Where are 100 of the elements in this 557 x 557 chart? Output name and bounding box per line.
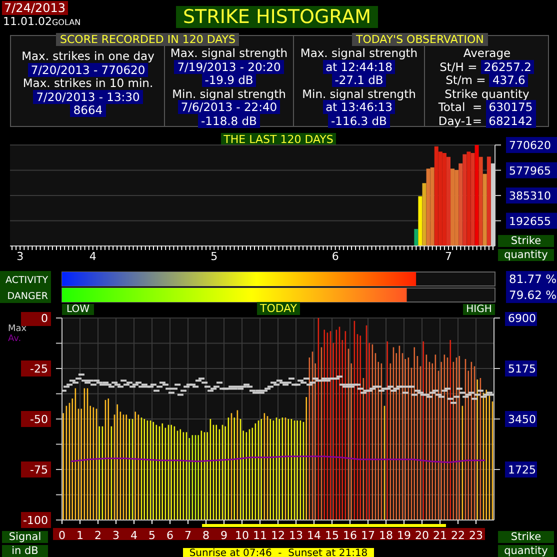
x-tick-label: 6 xyxy=(332,250,339,263)
y-tick-label: -100 xyxy=(23,514,48,527)
y2-tick-label: 1725 xyxy=(508,464,536,476)
y-tick-label: ACTIVITY xyxy=(6,275,48,286)
y2-tick-label: 3450 xyxy=(508,413,536,426)
y-axis-title: Signal in dB xyxy=(8,531,42,557)
annotation: LOW xyxy=(62,304,94,315)
y2-tick-label: 6900 xyxy=(508,312,536,325)
x-tick-label: 8 xyxy=(202,529,210,542)
x-tick-label: 11 xyxy=(253,529,267,542)
text: Max. strikes in one day xyxy=(20,49,156,64)
x-tick-label: 12 xyxy=(271,529,285,542)
text: Strike quantity xyxy=(444,86,530,101)
text: -118.8 dB xyxy=(198,114,260,128)
x-tick-label: 3 xyxy=(16,250,24,263)
x-tick-label: 17 xyxy=(361,529,375,542)
text: STRIKE HISTOGRAM xyxy=(176,6,378,28)
bar xyxy=(466,152,471,246)
text: Max xyxy=(8,324,27,334)
text: 682142 xyxy=(486,114,536,128)
text: Average xyxy=(462,46,512,60)
y2-axis-title: Strike quantity xyxy=(503,235,549,261)
x-tick-label: 1 xyxy=(76,529,84,542)
y2-tick-label: 385310 xyxy=(509,190,551,202)
x-tick-label: 16 xyxy=(343,529,357,542)
y2-tick-label: 192655 xyxy=(509,214,551,228)
bar xyxy=(482,174,487,246)
bar xyxy=(426,168,430,246)
text: Av. xyxy=(8,334,22,344)
x-tick-label: 2 xyxy=(94,529,102,542)
x-tick-label: 7 xyxy=(445,250,452,263)
text: -116.3 dB xyxy=(328,114,390,128)
data-label: 79.62 % xyxy=(509,288,557,302)
text: at 13:46:13 xyxy=(322,100,396,114)
y2-axis-title: Strike quantity xyxy=(503,531,549,557)
text: St/m = xyxy=(446,73,486,87)
x-tick-label: 14 xyxy=(307,529,321,542)
bar xyxy=(478,156,483,246)
text: 7/6/2013 - 22:40 xyxy=(178,100,280,114)
bar xyxy=(458,163,463,246)
bar xyxy=(422,183,426,246)
x-tick-label: 9 xyxy=(220,529,228,542)
bar xyxy=(414,228,418,246)
x-tick-label: 15 xyxy=(325,529,339,542)
y-tick-label: -75 xyxy=(30,464,48,476)
data-label: 81.77 % xyxy=(509,272,557,286)
bar xyxy=(418,196,422,246)
chart-title: TODAY xyxy=(256,302,300,315)
x-tick-label: 6 xyxy=(166,529,174,542)
y2-tick-label: 770620 xyxy=(509,139,551,152)
y-tick-label: DANGER xyxy=(7,291,48,302)
x-tick-label: 3 xyxy=(112,529,120,542)
x-tick-label: 13 xyxy=(289,529,303,542)
text: 7/24/2013 xyxy=(2,1,68,15)
x-tick-label: 19 xyxy=(397,529,411,542)
text: 437.6 xyxy=(489,73,528,87)
x-tick-label: 18 xyxy=(379,529,393,542)
bar xyxy=(486,156,491,246)
bar xyxy=(470,152,475,246)
x-tick-label: 5 xyxy=(148,529,156,542)
bar xyxy=(450,168,455,246)
bar xyxy=(454,170,459,246)
bar xyxy=(462,154,467,246)
annotation: HIGH xyxy=(463,304,495,315)
text: Min. signal strength xyxy=(171,86,287,101)
line-series xyxy=(70,456,486,464)
x-tick-label: 7 xyxy=(184,529,192,542)
x-tick-label: 21 xyxy=(433,529,447,542)
text: TODAY'S OBSERVATION xyxy=(352,33,488,46)
y2-tick-label: 577965 xyxy=(509,164,551,178)
x-tick-label: 4 xyxy=(89,250,96,263)
text: Max. signal strength xyxy=(169,46,289,60)
text: 7/20/2013 - 770620 xyxy=(28,62,148,76)
x-tick-label: 23 xyxy=(469,529,483,542)
x-tick-label: 22 xyxy=(451,529,465,542)
text: St/H = xyxy=(440,60,478,74)
bar xyxy=(434,146,438,246)
x-tick-label: 4 xyxy=(130,529,138,542)
bar xyxy=(474,145,479,246)
y-tick-label: -25 xyxy=(30,362,48,376)
text: -27.1 dB xyxy=(332,73,386,87)
bar xyxy=(430,167,434,246)
text: 8664 xyxy=(70,103,106,117)
text: -19.9 dB xyxy=(202,73,256,87)
y2-tick-label: 5175 xyxy=(508,362,536,376)
text: Min. signal strength xyxy=(301,86,417,101)
text: Total = xyxy=(438,100,482,114)
x-tick-label: 20 xyxy=(415,529,429,542)
text: Day-1= xyxy=(438,114,482,128)
y-tick-label: 0 xyxy=(41,312,48,325)
text: 7/20/2013 - 13:30 xyxy=(33,90,143,104)
x-tick-label: 5 xyxy=(210,250,218,263)
text: SCORE RECORDED IN 120 DAYS xyxy=(56,33,240,46)
text: Max. strikes in 10 min. xyxy=(22,76,154,90)
x-tick-label: 0 xyxy=(58,529,66,542)
x-tick-label: 10 xyxy=(235,529,249,542)
bar xyxy=(446,156,450,246)
text: 26257.2 xyxy=(480,60,534,74)
bar xyxy=(442,152,446,246)
y-tick-label: -50 xyxy=(30,413,48,426)
